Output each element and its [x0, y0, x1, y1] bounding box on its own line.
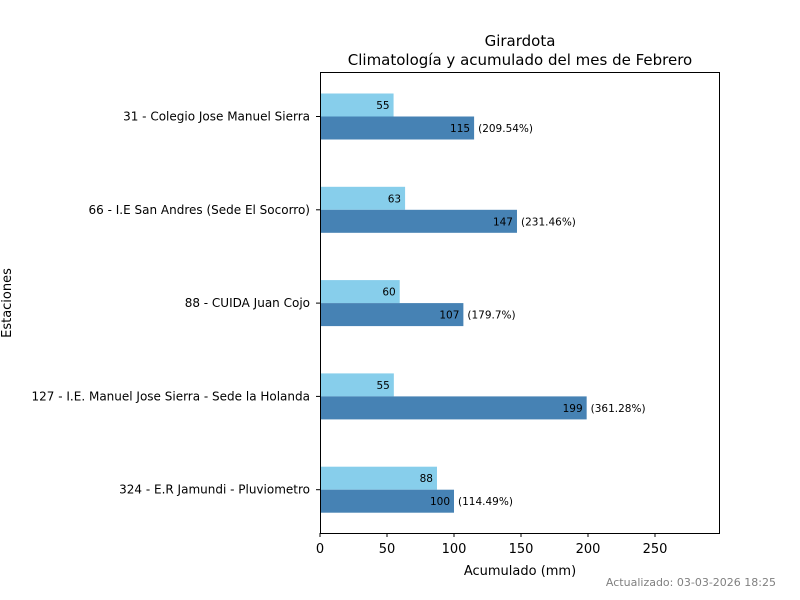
acumulado-bar: [320, 209, 517, 233]
acumulado-bar: [320, 396, 587, 420]
x-tick-label: 200: [576, 542, 601, 557]
bar-percent-label: (114.49%): [458, 496, 513, 508]
x-axis-label: Acumulado (mm): [464, 564, 576, 579]
x-tick-label: 50: [379, 542, 396, 557]
bar-value-label: 147: [493, 216, 513, 228]
bar-value-label: 107: [439, 310, 459, 322]
x-tick-label: 100: [442, 542, 467, 557]
bar-value-label: 60: [382, 287, 395, 299]
bar-percent-label: (179.7%): [467, 310, 515, 322]
climatologia-bar: [320, 466, 437, 490]
y-tick-label: 88 - CUIDA Juan Cojo: [185, 296, 310, 310]
bar-value-label: 100: [430, 496, 450, 508]
x-tick-label: 0: [316, 542, 324, 557]
bar-percent-label: (209.54%): [478, 123, 533, 135]
y-axis-label: Estaciones: [0, 268, 15, 338]
y-axis: 31 - Colegio Jose Manuel Sierra 66 - I.E …: [32, 110, 320, 497]
chart-subtitle: Climatología y acumulado del mes de Febr…: [348, 51, 692, 69]
climatologia-bar: [320, 373, 394, 397]
plot-frame: [320, 72, 720, 534]
bar-value-label: 199: [563, 403, 583, 415]
y-tick-label: 66 - I.E San Andres (Sede El Socorro): [89, 203, 310, 217]
y-tick-label: 324 - E.R Jamundi - Pluviometro: [119, 483, 310, 497]
bar-value-label: 88: [420, 473, 433, 485]
bars: 55 115 (209.54%) 63 147 (231.46%) 60 107 (179.7%…: [320, 93, 646, 513]
bar-value-label: 115: [450, 123, 470, 135]
x-axis: 0 50 100 150 200 250: [316, 533, 668, 557]
acumulado-bar: [320, 489, 455, 513]
bar-percent-label: (361.28%): [591, 403, 646, 415]
acumulado-bar: [320, 303, 464, 327]
bar-value-label: 55: [376, 100, 389, 112]
climatologia-bar: [320, 186, 406, 210]
y-tick-label: 31 - Colegio Jose Manuel Sierra: [123, 110, 310, 124]
climatologia-bar: [320, 93, 394, 117]
x-tick-label: 250: [643, 542, 668, 557]
bar-value-label: 55: [376, 380, 389, 392]
x-tick-label: 150: [509, 542, 534, 557]
climatologia-bar: [320, 280, 400, 304]
acumulado-bar: [320, 116, 475, 140]
chart-title: Girardota: [485, 32, 556, 50]
updated-timestamp: Actualizado: 03-03-2026 18:25: [606, 576, 776, 589]
y-tick-label: 127 - I.E. Manuel Jose Sierra - Sede la …: [32, 389, 310, 403]
bar-value-label: 63: [388, 193, 401, 205]
bar-percent-label: (231.46%): [521, 216, 576, 228]
